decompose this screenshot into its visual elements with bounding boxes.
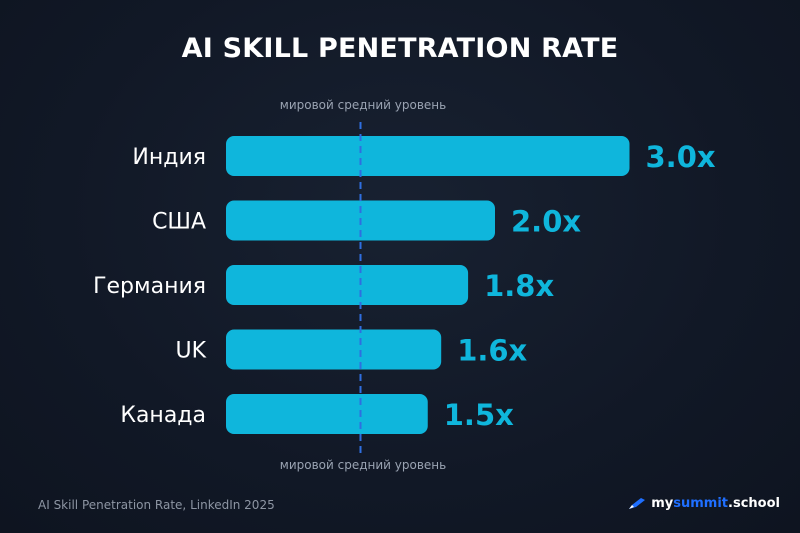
chart-title: AI SKILL PENETRATION RATE (181, 33, 619, 64)
value-label: 3.0x (646, 140, 716, 174)
value-label: 1.8x (484, 269, 554, 303)
labels-layer: Индия 3.0x США 2.0x Германия 1.8x UK 1.6x Канада… (93, 140, 716, 432)
reference-line-label-bottom: мировой средний уровень (279, 458, 447, 472)
bar-4 (226, 394, 428, 434)
brand-text-my: my (651, 496, 674, 511)
value-label: 1.6x (457, 334, 527, 368)
reference-line-label-top: мировой средний уровень (279, 98, 447, 112)
value-label: 2.0x (511, 205, 581, 239)
category-label: Германия (93, 274, 206, 299)
category-label: США (152, 210, 206, 235)
category-label: Канада (120, 403, 206, 428)
bars-layer (226, 136, 630, 434)
source-note: AI Skill Penetration Rate, LinkedIn 2025 (38, 498, 275, 512)
bar-2 (226, 265, 469, 305)
bar-0 (226, 136, 630, 176)
category-label: Индия (132, 145, 206, 170)
brand-logo: my summit .school (628, 496, 780, 511)
value-label: 1.5x (444, 398, 514, 432)
bar-3 (226, 329, 442, 370)
pen-icon (629, 497, 646, 509)
category-label: UK (175, 339, 206, 364)
brand-text-summit: summit (673, 496, 729, 511)
brand-text-school: .school (728, 496, 780, 511)
